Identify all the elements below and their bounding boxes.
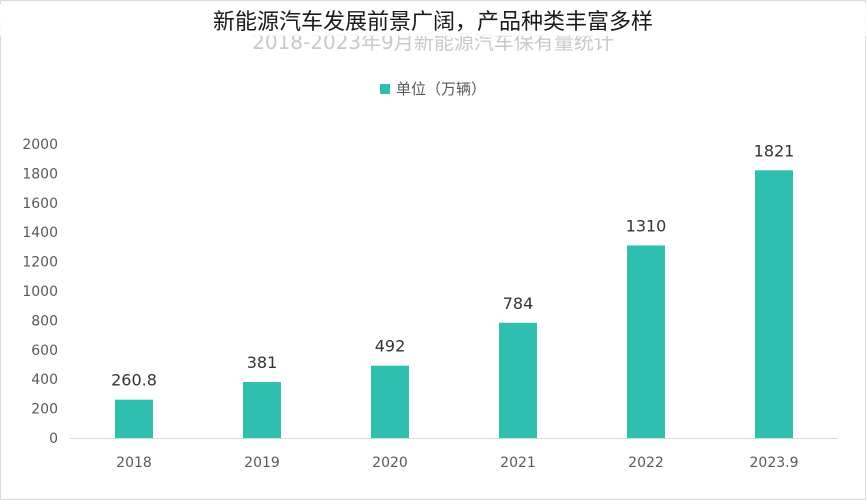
y-tick-label: 400	[31, 372, 58, 388]
bar	[371, 365, 409, 438]
x-tick-label: 2020	[372, 455, 408, 471]
x-tick-label: 2021	[500, 455, 536, 471]
y-tick-label: 1600	[22, 196, 58, 212]
x-tick-label: 2022	[628, 455, 664, 471]
bar	[755, 170, 793, 439]
bar-value-label: 492	[375, 337, 406, 356]
legend-swatch	[379, 84, 390, 94]
bar	[115, 399, 153, 438]
legend: 单位（万辆）	[0, 78, 866, 99]
overlay-title: 新能源汽车发展前景广阔，产品种类丰富多样	[0, 4, 866, 36]
bar-value-label: 1310	[626, 216, 667, 235]
legend-label: 单位（万辆）	[395, 80, 486, 98]
y-tick-label: 1400	[22, 225, 58, 241]
x-tick-label: 2019	[244, 455, 280, 471]
x-tick-label: 2023.9	[750, 455, 799, 471]
x-tick-label: 2018	[116, 455, 152, 471]
y-tick-label: 1000	[22, 284, 58, 300]
y-tick-label: 2000	[22, 137, 58, 153]
bar-value-label: 381	[247, 353, 278, 372]
y-tick-label: 800	[31, 313, 58, 329]
bar	[499, 322, 537, 438]
bar-value-label: 1821	[754, 141, 795, 160]
bar	[627, 245, 665, 438]
y-tick-label: 1800	[22, 166, 58, 182]
y-tick-label: 1200	[22, 255, 58, 271]
y-tick-label: 600	[31, 343, 58, 359]
y-tick-label: 0	[49, 431, 58, 447]
bar	[243, 381, 281, 438]
bar-value-label: 784	[503, 294, 534, 313]
bar-value-label: 260.8	[111, 371, 157, 390]
y-tick-label: 200	[31, 402, 58, 418]
